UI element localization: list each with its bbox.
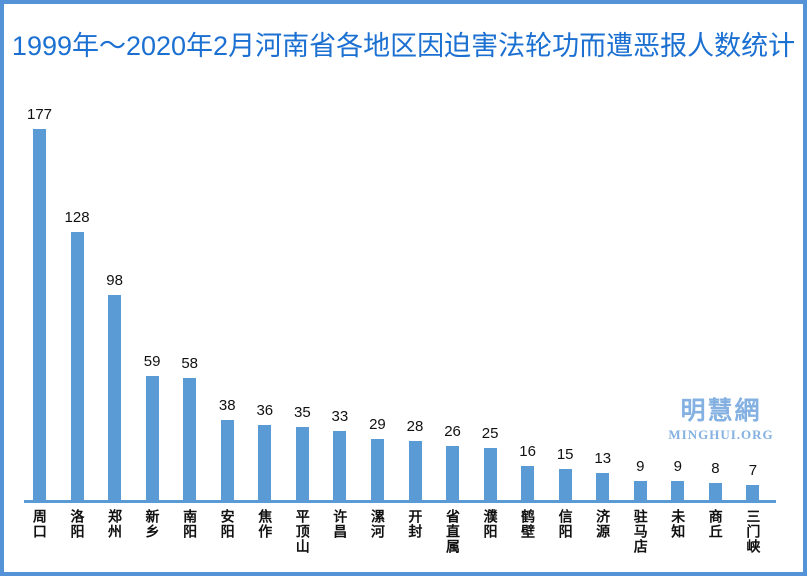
bar xyxy=(220,420,234,500)
bar xyxy=(521,466,535,500)
bar xyxy=(70,232,84,500)
bar-value-label: 177 xyxy=(26,106,53,123)
bar xyxy=(183,378,197,500)
category-label: 鹤壁 xyxy=(520,509,537,539)
bar xyxy=(446,446,460,500)
bar xyxy=(558,469,572,500)
bar-value-label: 35 xyxy=(294,404,311,421)
bar xyxy=(295,427,309,500)
bar xyxy=(633,481,647,500)
bar-value-label: 25 xyxy=(481,425,499,442)
category-label: 信阳 xyxy=(557,509,574,539)
bar-value-label: 33 xyxy=(331,408,349,425)
bar-value-label: 9 xyxy=(636,458,645,475)
bar xyxy=(108,295,122,500)
chart-title: 1999年～2020年2月河南省各地区因迫害法轮功而遭恶报人数统计 xyxy=(11,31,796,61)
watermark: 明慧網 MINGHUI.ORG xyxy=(666,397,776,443)
watermark-chinese-logo: 明慧網 xyxy=(680,397,762,425)
bar-value-label: 38 xyxy=(218,397,236,414)
bar xyxy=(408,441,422,500)
bar-value-label: 98 xyxy=(106,272,123,289)
bar-value-label: 7 xyxy=(748,462,758,479)
category-label: 许昌 xyxy=(332,509,349,539)
plot-area: 177 周口 128 洛阳 98 郑州 59 新乡 58 南阳 38 安阳 36 焦作 35 平顶山 33 许昌 2… xyxy=(4,4,803,572)
category-label: 商丘 xyxy=(707,509,724,539)
category-label: 济源 xyxy=(595,509,612,539)
bar-value-label: 26 xyxy=(444,423,461,440)
bar-value-label: 13 xyxy=(594,450,612,467)
bar xyxy=(258,425,272,500)
bar-value-label: 28 xyxy=(406,418,424,435)
category-label: 开封 xyxy=(407,509,424,539)
category-label: 郑州 xyxy=(106,509,123,539)
bar-value-label: 16 xyxy=(519,443,536,460)
category-label: 濮阳 xyxy=(482,509,499,539)
category-label: 驻马店 xyxy=(632,509,649,554)
bar-value-label: 9 xyxy=(673,458,683,475)
bar xyxy=(145,376,159,500)
category-label: 洛阳 xyxy=(69,509,86,539)
category-label: 安阳 xyxy=(219,509,236,539)
bar xyxy=(671,481,685,500)
category-label: 未知 xyxy=(670,509,687,539)
bar-value-label: 59 xyxy=(143,353,161,370)
bar xyxy=(370,439,384,500)
watermark-url-text: MINGHUI.ORG xyxy=(668,426,774,442)
category-label: 焦作 xyxy=(257,509,274,539)
x-axis-line xyxy=(24,500,776,503)
bar-value-label: 36 xyxy=(256,402,274,419)
category-label: 漯河 xyxy=(369,509,386,539)
bar xyxy=(746,485,760,500)
bar xyxy=(483,448,497,500)
bar xyxy=(33,129,46,500)
bar-value-label: 58 xyxy=(181,355,199,372)
category-label: 省直属 xyxy=(444,509,461,554)
bar xyxy=(333,431,347,500)
bar-value-label: 128 xyxy=(64,209,90,226)
bar-value-label: 15 xyxy=(556,446,574,463)
bar-value-label: 8 xyxy=(711,460,720,477)
chart-inner: 1999年～2020年2月河南省各地区因迫害法轮功而遭恶报人数统计 177 周口 1… xyxy=(4,4,803,572)
category-label: 周口 xyxy=(31,509,48,539)
category-label: 新乡 xyxy=(144,509,161,539)
bar-value-label: 29 xyxy=(369,416,386,433)
category-label: 三门峡 xyxy=(745,509,762,554)
bar xyxy=(708,483,722,500)
category-label: 南阳 xyxy=(182,509,199,539)
bar xyxy=(596,473,610,500)
category-label: 平顶山 xyxy=(294,509,311,554)
